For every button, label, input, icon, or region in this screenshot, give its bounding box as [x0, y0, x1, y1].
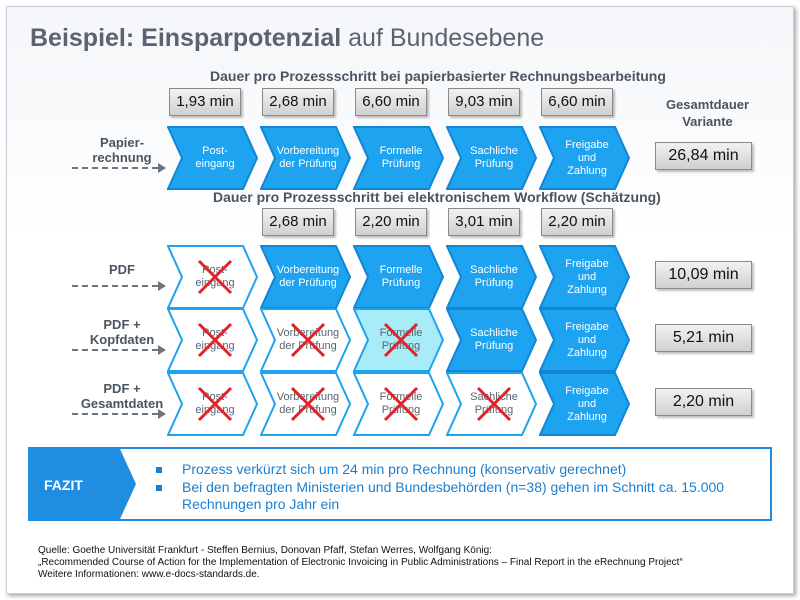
total-duration: 5,21 min: [655, 324, 752, 352]
process-step: Formelle Prüfung: [353, 245, 445, 309]
paper-workflow-header: Dauer pro Prozessschritt bei papierbasie…: [210, 68, 666, 84]
process-step: Freigabe und Zahlung: [539, 308, 631, 372]
electronic-time-3: 3,01 min: [448, 208, 520, 236]
electronic-time-4: 2,20 min: [541, 208, 613, 236]
electronic-time-2: 2,20 min: [355, 208, 427, 236]
total-duration: 2,20 min: [655, 388, 752, 416]
total-duration: 10,09 min: [655, 261, 752, 289]
process-step: Vorbereitung der Prüfung: [260, 126, 352, 190]
electronic-workflow-header: Dauer pro Prozessschritt bei elektronisc…: [213, 189, 661, 205]
process-step: Sachliche Prüfung: [446, 372, 538, 436]
process-step: Sachliche Prüfung: [446, 245, 538, 309]
process-step: Sachliche Prüfung: [446, 126, 538, 190]
cross-icon: [197, 259, 233, 295]
paper-time-4: 9,03 min: [448, 88, 520, 116]
row-label: Papier-rechnung: [92, 135, 152, 165]
process-step: Vorbereitung der Prüfung: [260, 308, 352, 372]
process-step: Freigabe und Zahlung: [539, 126, 631, 190]
dashed-arrow-icon: [72, 409, 166, 419]
dashed-arrow-icon: [72, 163, 166, 173]
row-label: PDF + Kopfdaten: [89, 317, 155, 347]
process-step: Formelle Prüfung: [353, 126, 445, 190]
paper-time-2: 2,68 min: [262, 88, 334, 116]
cross-icon: [476, 386, 512, 422]
process-step: Freigabe und Zahlung: [539, 372, 631, 436]
cross-icon: [197, 322, 233, 358]
bullet-icon: [156, 485, 162, 491]
source-note: Quelle: Goethe Universität Frankfurt - S…: [38, 545, 683, 580]
total-duration: 26,84 min: [655, 142, 752, 170]
process-step: Vorbereitung der Prüfung: [260, 372, 352, 436]
process-step: Vorbereitung der Prüfung: [260, 245, 352, 309]
fazit-tag: FAZIT: [30, 449, 138, 519]
process-step: Sachliche Prüfung: [446, 308, 538, 372]
dashed-arrow-icon: [72, 281, 166, 291]
process-step: Formelle Prüfung: [353, 308, 445, 372]
row-label: PDF: [109, 261, 135, 277]
electronic-time-1: 2,68 min: [262, 208, 334, 236]
cross-icon: [290, 386, 326, 422]
fazit-box: FAZIT Prozess verkürzt sich um 24 min pr…: [28, 447, 772, 521]
bullet-icon: [156, 467, 162, 473]
paper-time-3: 6,60 min: [355, 88, 427, 116]
cross-icon: [383, 322, 419, 358]
page-title: Beispiel: Einsparpotenzial auf Bundesebe…: [30, 24, 545, 52]
cross-icon: [290, 322, 326, 358]
dashed-arrow-icon: [72, 345, 166, 355]
process-step: Post-eingang: [167, 308, 259, 372]
process-step: Post-eingang: [167, 372, 259, 436]
process-step: Post-eingang: [167, 245, 259, 309]
process-step: Formelle Prüfung: [353, 372, 445, 436]
process-step: Freigabe und Zahlung: [539, 245, 631, 309]
paper-time-1: 1,93 min: [169, 88, 241, 116]
paper-time-5: 6,60 min: [541, 88, 613, 116]
cross-icon: [383, 386, 419, 422]
gesamtdauer-label: Gesamtdauer Variante: [665, 97, 750, 129]
row-label: PDF + Gesamtdaten: [80, 381, 164, 411]
cross-icon: [197, 386, 233, 422]
process-step: Post-eingang: [167, 126, 259, 190]
